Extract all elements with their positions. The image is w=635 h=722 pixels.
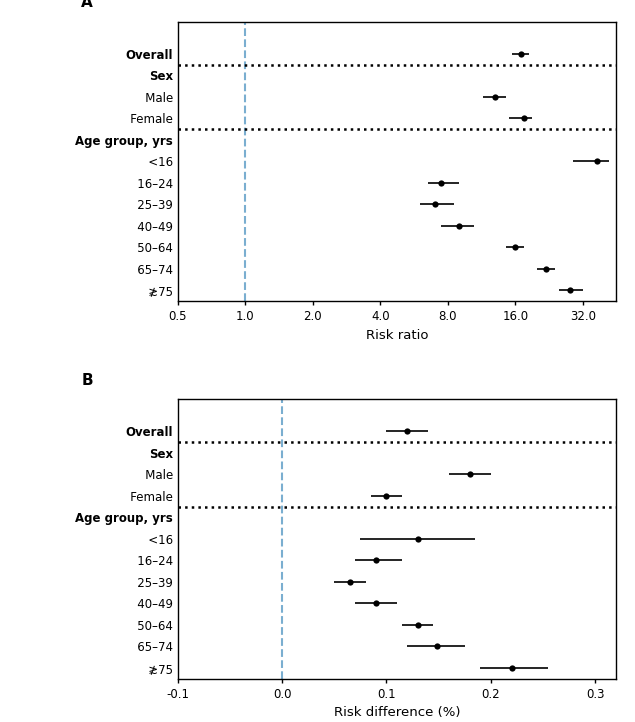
Text: B: B — [81, 373, 93, 388]
X-axis label: Risk ratio: Risk ratio — [366, 329, 428, 342]
X-axis label: Risk difference (%): Risk difference (%) — [333, 706, 460, 719]
Text: A: A — [81, 0, 93, 11]
